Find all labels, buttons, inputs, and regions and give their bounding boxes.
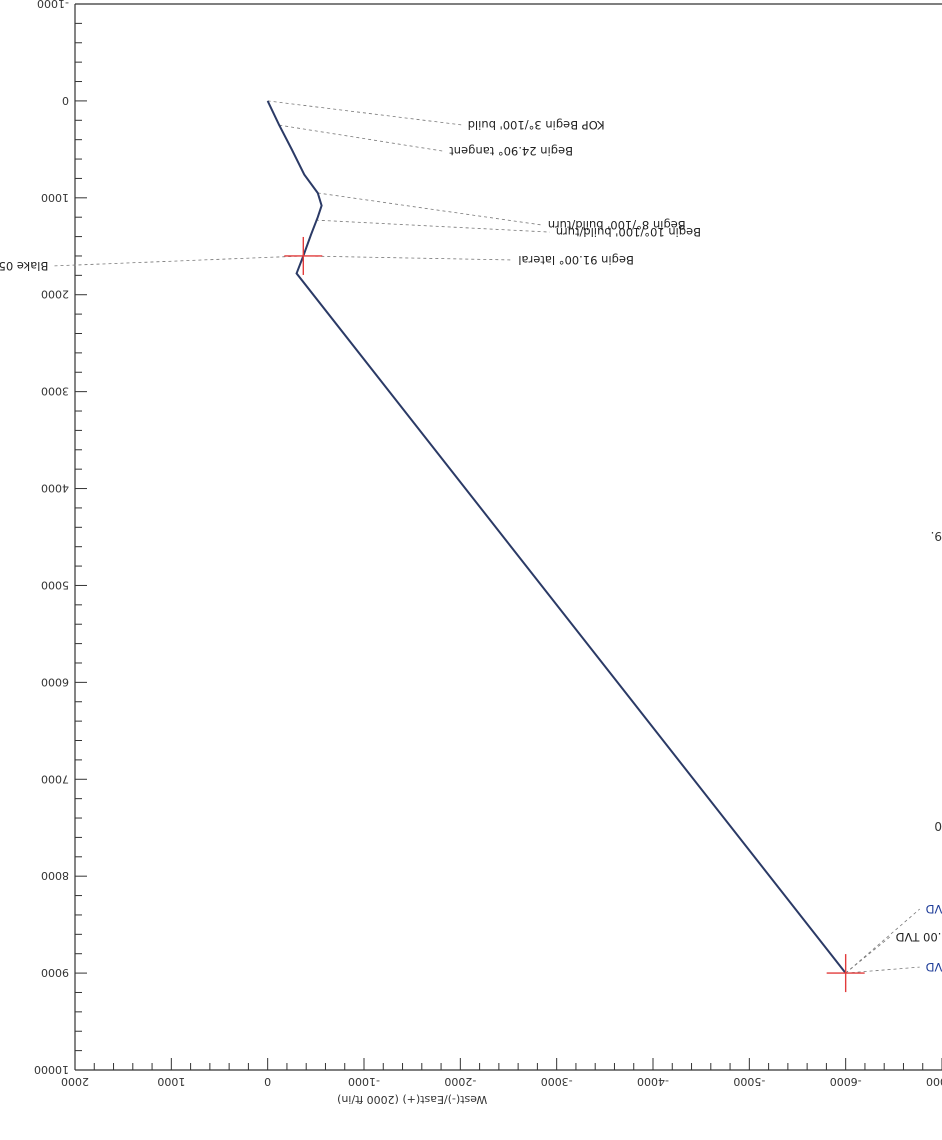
target-markers: [284, 236, 865, 993]
y-tick-label: -1000: [37, 0, 69, 10]
annotation-label: Begin 10°/100' build/turn: [556, 225, 701, 239]
y-tick-label: 2000: [41, 288, 69, 301]
well-trajectory-line: [266, 100, 847, 974]
x-tick-label: 0: [264, 1075, 271, 1088]
annotation-leader: [845, 966, 920, 974]
annotation-label: Begin 8°/100' build/turn: [548, 218, 686, 232]
y-tick-label: 6000: [41, 675, 69, 688]
x-tick-label: -2000: [444, 1075, 476, 1088]
annotation-label: KOP Begin 3°/100' build: [468, 118, 605, 132]
annotation-leader: [52, 255, 304, 267]
annotation-leader: [303, 255, 513, 261]
y-tick-label: 8000: [41, 869, 69, 882]
y-tick-label: 1000: [41, 191, 69, 204]
x-tick-label: -6000: [830, 1075, 862, 1088]
y-tick-label: 10000: [34, 1063, 69, 1076]
x-tick-label: 2000: [61, 1075, 89, 1088]
y-tick-label: 0: [62, 94, 69, 107]
annotation-leader: [317, 192, 542, 226]
x-tick-label: 1000: [157, 1075, 185, 1088]
y-tick-label: 3000: [41, 385, 69, 398]
target-marker: [284, 236, 323, 275]
x-tick-label: -4000: [637, 1075, 669, 1088]
annotation-leader: [279, 124, 444, 152]
x-axis-label: West(-)/East(+) (2000 ft/in): [337, 1093, 487, 1106]
annotation-leaders: [52, 100, 920, 974]
annotation-label: Begin 24.90° tangent: [449, 144, 573, 158]
edge-fragment: 0: [934, 819, 942, 833]
x-tick-label: -5000: [733, 1075, 765, 1088]
annotations: KOP Begin 3°/100' build Begin 24.90° tang…: [0, 118, 942, 974]
y-tick-label: 4000: [41, 482, 69, 495]
y-tick-label: 9000: [41, 966, 69, 979]
axis-ticks: [74, 3, 942, 1071]
annotation-label: Blake 05-HM LP r2: [0, 259, 48, 273]
y-tick-label: 7000: [41, 772, 69, 785]
annotation-leader: [315, 219, 550, 233]
x-tick-label: -1000: [348, 1075, 380, 1088]
target-marker: [826, 954, 865, 993]
annotation-label: PBHL/TD 17005.41 MD/6380.00 TVD: [896, 930, 942, 944]
annotation-label: Survey @ 16923.00 MD 6417.69 TVD: [926, 960, 942, 974]
tick-labels: 200010000-1000-2000-3000-4000-5000-6000-…: [34, 0, 942, 1088]
annotation-label: Begin 91.00° lateral: [518, 253, 634, 267]
x-tick-label: -3000: [541, 1075, 573, 1088]
annotation-leader: [845, 908, 920, 974]
annotation-leader: [267, 100, 462, 126]
edge-fragment: 9.: [931, 529, 942, 543]
annotation-label: Survey projected to 16978.00 MD 6416.58 …: [926, 902, 942, 916]
y-tick-label: 5000: [41, 578, 69, 591]
x-tick-label: -7000: [926, 1075, 942, 1088]
